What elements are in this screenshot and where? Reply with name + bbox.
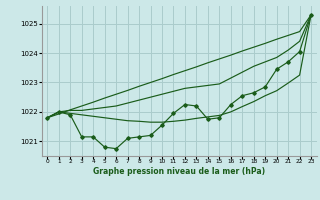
X-axis label: Graphe pression niveau de la mer (hPa): Graphe pression niveau de la mer (hPa)	[93, 167, 265, 176]
